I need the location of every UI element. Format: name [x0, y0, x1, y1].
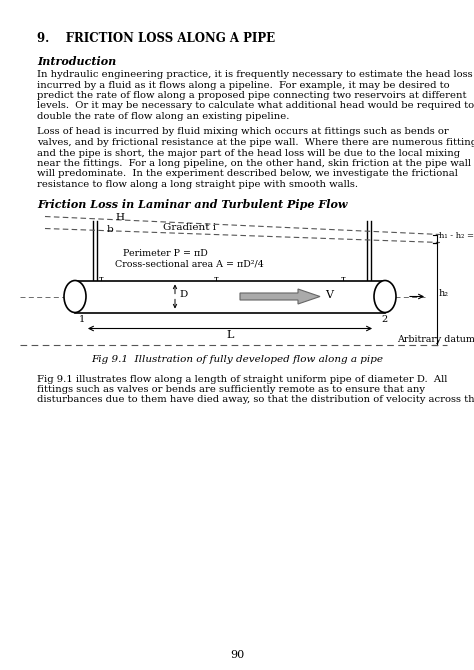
- Text: V: V: [325, 289, 333, 299]
- Text: 2: 2: [381, 314, 387, 324]
- Text: will predominate.  In the experiment described below, we investigate the frictio: will predominate. In the experiment desc…: [37, 170, 458, 178]
- Text: 90: 90: [230, 650, 244, 660]
- Text: incurred by a fluid as it flows along a pipeline.  For example, it may be desire: incurred by a fluid as it flows along a …: [37, 80, 450, 90]
- Text: Fig 9.1 illustrates flow along a length of straight uniform pipe of diameter D. : Fig 9.1 illustrates flow along a length …: [37, 375, 447, 383]
- Text: fittings such as valves or bends are sufficiently remote as to ensure that any: fittings such as valves or bends are suf…: [37, 385, 425, 394]
- Text: Fig 9.1  Illustration of fully developed flow along a pipe: Fig 9.1 Illustration of fully developed …: [91, 354, 383, 364]
- Ellipse shape: [374, 281, 396, 312]
- Ellipse shape: [64, 281, 86, 312]
- Text: b: b: [107, 226, 114, 234]
- Text: double the rate of flow along an existing pipeline.: double the rate of flow along an existin…: [37, 112, 289, 121]
- Text: τ: τ: [99, 297, 104, 306]
- Text: Loss of head is incurred by fluid mixing which occurs at fittings such as bends : Loss of head is incurred by fluid mixing…: [37, 127, 449, 137]
- Text: disturbances due to them have died away, so that the distribution of velocity ac: disturbances due to them have died away,…: [37, 395, 474, 405]
- Text: τ: τ: [341, 297, 346, 306]
- Text: predict the rate of flow along a proposed pipe connecting two reservoirs at diff: predict the rate of flow along a propose…: [37, 91, 466, 100]
- Text: near the fittings.  For a long pipeline, on the other hand, skin friction at the: near the fittings. For a long pipeline, …: [37, 159, 471, 168]
- Text: valves, and by frictional resistance at the pipe wall.  Where there are numerous: valves, and by frictional resistance at …: [37, 138, 474, 147]
- Text: Cross-sectional area A = πD²/4: Cross-sectional area A = πD²/4: [115, 259, 264, 269]
- Text: 1: 1: [79, 314, 85, 324]
- Text: p₂: p₂: [386, 289, 396, 298]
- Text: L: L: [226, 330, 234, 340]
- Text: H: H: [115, 212, 124, 222]
- Text: τ: τ: [214, 275, 219, 283]
- Text: Arbitrary datum: Arbitrary datum: [397, 334, 474, 344]
- Text: h₁ - h₂ = iL: h₁ - h₂ = iL: [439, 232, 474, 241]
- Text: and the pipe is short, the major part of the head loss will be due to the local : and the pipe is short, the major part of…: [37, 149, 460, 157]
- Polygon shape: [240, 289, 320, 304]
- Text: levels.  Or it may be necessary to calculate what additional head would be requi: levels. Or it may be necessary to calcul…: [37, 101, 474, 111]
- Text: Perimeter P = πD: Perimeter P = πD: [123, 249, 208, 257]
- Text: h₂: h₂: [439, 289, 449, 298]
- Text: D: D: [179, 290, 187, 299]
- Text: τ: τ: [214, 297, 219, 306]
- Text: 9.    FRICTION LOSS ALONG A PIPE: 9. FRICTION LOSS ALONG A PIPE: [37, 32, 275, 45]
- Text: Friction Loss in Laminar and Turbulent Pipe Flow: Friction Loss in Laminar and Turbulent P…: [37, 198, 347, 210]
- Text: resistance to flow along a long straight pipe with smooth walls.: resistance to flow along a long straight…: [37, 180, 358, 189]
- Bar: [75, 281, 385, 312]
- Text: Gradient i: Gradient i: [163, 222, 216, 232]
- Text: In hydraulic engineering practice, it is frequently necessary to estimate the he: In hydraulic engineering practice, it is…: [37, 70, 473, 79]
- Text: τ: τ: [99, 275, 104, 283]
- Text: Introduction: Introduction: [37, 56, 116, 67]
- Text: p₁: p₁: [64, 289, 74, 298]
- Text: τ: τ: [341, 275, 346, 283]
